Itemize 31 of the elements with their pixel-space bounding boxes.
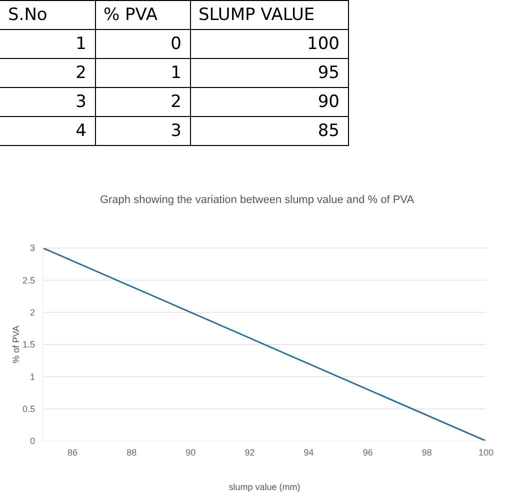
text: SLUMP VALUE [190,0,348,30]
text: 0 [95,30,190,58]
x-tick-label: 90 [186,447,196,458]
x-tick-label: 100 [478,447,494,458]
x-tick-label: 96 [362,447,373,458]
text: 2 [95,88,190,116]
text: S.No [0,0,95,30]
y-tick-label: 2.5 [22,275,35,286]
chart-title: Graph showing the variation between slump value and % of PVA [98,194,416,206]
y-tick-label: 1 [30,372,35,382]
y-tick-label: 0 [30,436,35,446]
x-tick-label: 86 [68,447,78,458]
y-tick-label: 0.5 [22,404,35,414]
x-tick-label: 88 [126,447,137,458]
text: 1 [95,58,190,88]
text: 90 [190,88,348,116]
text: 100 [190,30,348,58]
y-axis-title: % of PVA [11,326,22,364]
text: % PVA [95,0,190,30]
x-tick-label: 98 [422,447,432,458]
line-series [43,248,486,441]
y-tick-label: 2 [30,308,35,318]
y-tick-label: 1.5 [22,340,35,350]
text: 95 [190,58,348,88]
text: 4 [0,116,95,146]
y-tick-label: 3 [30,243,35,254]
x-tick-label: 94 [304,447,314,458]
x-tick-label: 92 [244,447,255,458]
text: 3 [95,116,190,146]
text: 85 [190,116,348,146]
x-axis-title: slump value (mm) [228,482,300,492]
